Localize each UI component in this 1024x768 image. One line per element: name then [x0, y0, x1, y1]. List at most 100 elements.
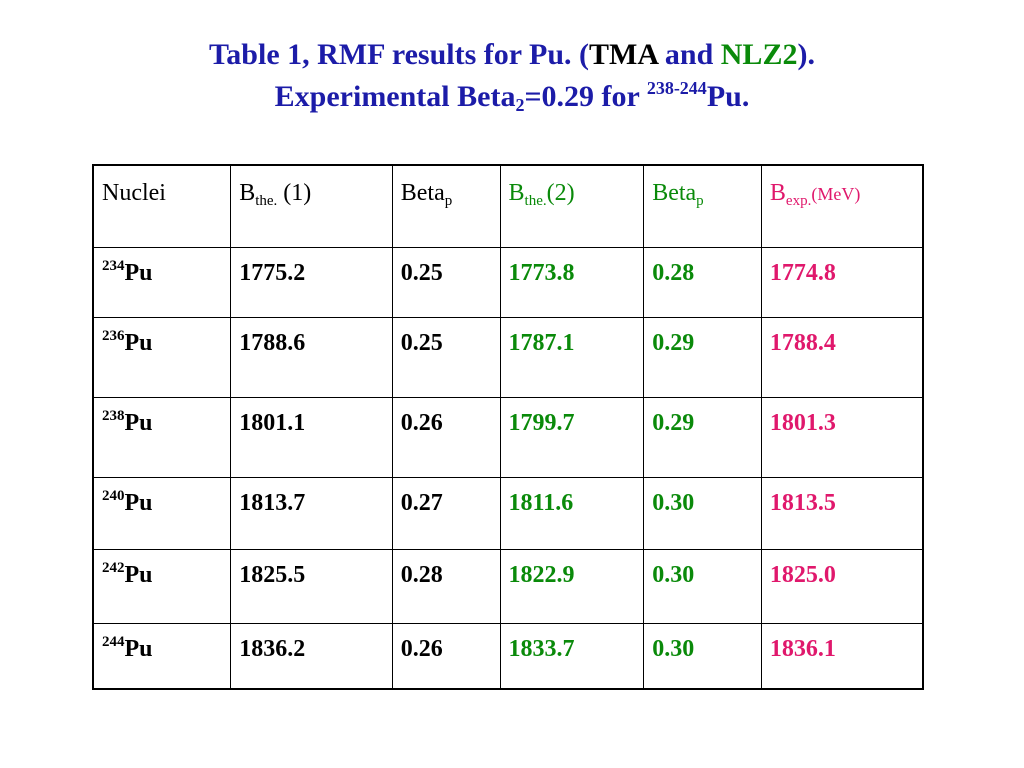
nuclei-mass-number: 242 [102, 559, 125, 576]
cell-bexp: 1836.1 [760, 622, 924, 690]
cell-nuclei: 238Pu [92, 396, 232, 478]
cell-bthe-1-value: 1775.2 [239, 259, 306, 286]
cell-bthe-2-value: 1773.8 [508, 259, 575, 286]
header-bthe-2-sub: the. [524, 193, 547, 209]
nuclei-mass-number: 238 [102, 407, 125, 424]
cell-beta-1-value: 0.27 [400, 489, 443, 516]
cell-bexp-value: 1836.1 [769, 635, 836, 662]
cell-beta-1: 0.26 [391, 396, 501, 478]
cell-beta-2: 0.30 [643, 548, 762, 624]
cell-nuclei: 240Pu [92, 476, 232, 550]
nuclei-element: Pu [124, 329, 153, 356]
header-bthe-1: Bthe. (1) [230, 164, 393, 248]
cell-bthe-2: 1799.7 [499, 396, 645, 478]
cell-beta-1: 0.27 [391, 476, 501, 550]
cell-bexp-value: 1801.3 [769, 409, 836, 436]
title-close: ). [797, 38, 815, 71]
cell-bthe-2: 1822.9 [499, 548, 645, 624]
cell-beta-2: 0.28 [643, 246, 762, 318]
cell-bexp: 1801.3 [760, 396, 924, 478]
cell-bexp: 1788.4 [760, 316, 924, 398]
cell-bthe-2-value: 1822.9 [508, 561, 575, 588]
cell-beta-1: 0.25 [391, 246, 501, 318]
cell-bthe-2: 1773.8 [499, 246, 645, 318]
cell-beta-1-value: 0.26 [400, 635, 443, 662]
title-line-1: Table 1, RMF results for Pu. (TMA and NL… [0, 34, 1024, 76]
cell-bthe-1: 1801.1 [230, 396, 393, 478]
cell-bthe-1: 1775.2 [230, 246, 393, 318]
nuclei-mass-number: 240 [102, 487, 125, 504]
header-bexp-unit: (MeV) [811, 184, 861, 204]
cell-bthe-2: 1787.1 [499, 316, 645, 398]
header-bthe-1-sub: the. [255, 193, 278, 209]
cell-beta-1: 0.25 [391, 316, 501, 398]
header-nuclei-label: Nuclei [102, 180, 166, 206]
slide-title: Table 1, RMF results for Pu. (TMA and NL… [0, 34, 1024, 118]
title-nlz2: NLZ2 [720, 38, 798, 71]
nuclei-mass-number: 244 [102, 633, 125, 650]
header-beta-2-sub: p [696, 193, 704, 209]
cell-bthe-1: 1813.7 [230, 476, 393, 550]
cell-beta-1: 0.26 [391, 622, 501, 690]
nuclei-element: Pu [124, 259, 153, 286]
header-bthe-2: Bthe.(2) [499, 164, 645, 248]
title-beta-sub: 2 [515, 95, 525, 115]
header-bthe-2-main: B [508, 180, 525, 206]
title-mass-range: 238-244 [646, 78, 707, 98]
nuclei-element: Pu [124, 489, 153, 516]
header-bthe-2-suffix: (2) [546, 180, 575, 206]
header-bexp-main: B [769, 180, 786, 206]
table-row: 242Pu 1825.5 0.28 1822.9 0.30 1825.0 [92, 548, 924, 624]
header-bthe-1-suffix: (1) [277, 180, 312, 206]
cell-bthe-1-value: 1825.5 [239, 561, 306, 588]
cell-beta-2: 0.29 [643, 316, 762, 398]
cell-beta-2: 0.29 [643, 396, 762, 478]
table-row: 234Pu 1775.2 0.25 1773.8 0.28 1774.8 [92, 246, 924, 318]
title-experimental: Experimental Beta [274, 80, 516, 113]
header-bexp: Bexp.(MeV) [760, 164, 924, 248]
title-value: =0.29 for [524, 80, 647, 113]
cell-beta-2-value: 0.29 [652, 329, 695, 356]
table-row: 240Pu 1813.7 0.27 1811.6 0.30 1813.5 [92, 476, 924, 550]
header-beta-1-main: Beta [400, 180, 445, 206]
cell-bthe-2-value: 1799.7 [508, 409, 575, 436]
cell-beta-2-value: 0.28 [652, 259, 695, 286]
table-row: 236Pu 1788.6 0.25 1787.1 0.29 1788.4 [92, 316, 924, 398]
title-line-2: Experimental Beta2=0.29 for 238-244Pu. [0, 76, 1024, 118]
nuclei-element: Pu [124, 635, 153, 662]
cell-bthe-1-value: 1836.2 [239, 635, 306, 662]
cell-bthe-1-value: 1801.1 [239, 409, 306, 436]
cell-bthe-1: 1836.2 [230, 622, 393, 690]
cell-nuclei: 234Pu [92, 246, 232, 318]
table-row: 238Pu 1801.1 0.26 1799.7 0.29 1801.3 [92, 396, 924, 478]
nuclei-mass-number: 236 [102, 327, 125, 344]
title-text: Table 1, RMF results for Pu. ( [209, 38, 590, 71]
cell-beta-2: 0.30 [643, 622, 762, 690]
cell-beta-2-value: 0.30 [652, 561, 695, 588]
cell-beta-2-value: 0.30 [652, 635, 695, 662]
header-beta-1-sub: p [444, 193, 453, 209]
cell-bexp-value: 1774.8 [769, 259, 836, 286]
cell-bthe-1: 1825.5 [230, 548, 393, 624]
cell-nuclei: 244Pu [92, 622, 232, 690]
cell-bexp-value: 1788.4 [769, 329, 836, 356]
cell-nuclei: 236Pu [92, 316, 232, 398]
cell-bexp: 1825.0 [760, 548, 924, 624]
cell-beta-1-value: 0.28 [400, 561, 443, 588]
cell-beta-1-value: 0.25 [400, 259, 443, 286]
header-row: Nuclei Bthe. (1) Betap Bthe.(2) Betap Be… [92, 164, 924, 248]
header-beta-2: Betap [643, 164, 762, 248]
cell-bthe-2: 1833.7 [499, 622, 645, 690]
cell-beta-1: 0.28 [391, 548, 501, 624]
cell-beta-1-value: 0.25 [400, 329, 443, 356]
title-and: and [657, 38, 721, 71]
results-table: Nuclei Bthe. (1) Betap Bthe.(2) Betap Be… [92, 164, 924, 690]
cell-bthe-2-value: 1787.1 [508, 329, 575, 356]
cell-bexp: 1774.8 [760, 246, 924, 318]
cell-bthe-2-value: 1833.7 [508, 635, 575, 662]
nuclei-element: Pu [124, 561, 153, 588]
cell-bexp-value: 1825.0 [769, 561, 836, 588]
nuclei-element: Pu [124, 409, 153, 436]
cell-beta-2-value: 0.29 [652, 409, 695, 436]
table-row: 244Pu 1836.2 0.26 1833.7 0.30 1836.1 [92, 622, 924, 690]
